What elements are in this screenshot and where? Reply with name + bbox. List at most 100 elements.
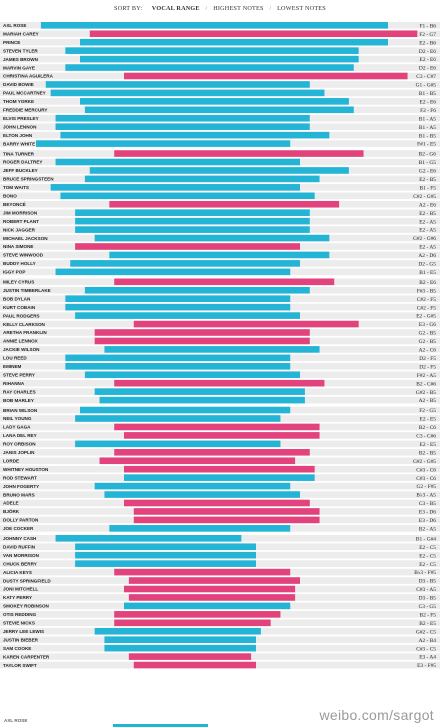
sort-option-vocal-range[interactable]: VOCAL RANGE <box>151 5 200 12</box>
range-bar[interactable] <box>109 200 340 208</box>
singer-name: MILEY CYRUS <box>3 280 34 285</box>
range-bar[interactable] <box>128 577 300 584</box>
sort-option-highest-notes[interactable]: HIGHEST NOTES <box>213 5 264 12</box>
range-bar[interactable] <box>65 354 291 362</box>
singer-name: ROBERT PLANT <box>3 219 39 224</box>
range-label: C3 - B5 <box>419 501 436 507</box>
range-bar[interactable] <box>65 303 291 311</box>
range-bar[interactable] <box>128 594 296 601</box>
singer-name: NEIL YOUNG <box>3 416 32 421</box>
range-bar[interactable] <box>124 474 315 481</box>
singer-name: BRUNO MARS <box>3 492 35 497</box>
range-bar[interactable] <box>84 175 320 183</box>
range-bar[interactable] <box>109 251 330 259</box>
sort-option-lowest-notes[interactable]: LOWEST NOTES <box>277 5 326 12</box>
range-bar[interactable] <box>133 320 359 328</box>
range-bar[interactable] <box>84 286 310 294</box>
range-bar[interactable] <box>84 106 354 114</box>
range-bar[interactable] <box>65 64 354 71</box>
range-bar[interactable] <box>114 278 335 286</box>
range-label: G2 - E6 <box>419 169 436 175</box>
range-bar[interactable] <box>114 619 271 627</box>
range-bar[interactable] <box>80 98 349 105</box>
range-bar[interactable] <box>99 457 296 465</box>
singer-name: NINA SIMONE <box>3 244 33 249</box>
range-label: E3 - D6 <box>419 518 436 524</box>
range-bar[interactable] <box>45 81 310 88</box>
range-label: E2 - B5 <box>419 177 436 183</box>
range-bar[interactable] <box>36 140 291 147</box>
range-label: A2 - D6 <box>418 253 436 259</box>
range-bar[interactable] <box>133 508 320 515</box>
range-bar[interactable] <box>114 150 364 157</box>
range-bar[interactable] <box>114 611 281 618</box>
range-bar[interactable] <box>80 38 388 46</box>
range-bar[interactable] <box>55 535 242 542</box>
range-bar[interactable] <box>124 585 296 593</box>
singer-name: AXL ROSE <box>3 23 26 28</box>
range-bar[interactable] <box>65 363 291 370</box>
singer-name: KURT COBAIN <box>3 305 36 310</box>
range-bar[interactable] <box>109 525 291 532</box>
range-label: B1 - G#4 <box>416 536 436 542</box>
range-bar[interactable] <box>94 234 330 242</box>
range-bar[interactable] <box>133 661 256 669</box>
singer-name: LANA DEL REY <box>3 433 37 438</box>
singer-name: PAUL MCCARTNEY <box>3 91 46 96</box>
range-bar[interactable] <box>75 209 310 216</box>
range-bar[interactable] <box>114 379 325 387</box>
range-bar[interactable] <box>133 516 320 524</box>
range-bar[interactable] <box>94 388 305 395</box>
range-bar[interactable] <box>55 158 300 166</box>
range-bar[interactable] <box>65 47 359 54</box>
singer-name: CHRISTINA AGUILERA <box>3 74 54 79</box>
range-bar[interactable] <box>124 499 310 507</box>
range-bar[interactable] <box>104 636 256 643</box>
range-bar[interactable] <box>60 192 315 200</box>
range-bar[interactable] <box>104 346 320 353</box>
range-bar[interactable] <box>75 226 310 233</box>
singer-name: BRIAN WILSON <box>3 408 38 413</box>
range-bar[interactable] <box>80 55 359 63</box>
range-bar[interactable] <box>114 568 291 576</box>
range-bar[interactable] <box>65 295 291 302</box>
range-bar[interactable] <box>75 440 281 448</box>
range-bar[interactable] <box>55 123 310 130</box>
range-bar[interactable] <box>104 644 256 652</box>
range-bar[interactable] <box>124 72 408 80</box>
range-bar[interactable] <box>124 602 291 610</box>
range-bar[interactable] <box>40 22 389 29</box>
range-bar[interactable] <box>94 337 310 345</box>
range-bar[interactable] <box>128 653 252 660</box>
range-bar[interactable] <box>60 131 330 139</box>
range-bar[interactable] <box>75 415 281 422</box>
range-bar[interactable] <box>94 482 291 490</box>
range-bar[interactable] <box>94 627 261 635</box>
range-bar[interactable] <box>89 167 349 174</box>
range-label: C#3 - A5 <box>416 587 436 593</box>
range-bar[interactable] <box>124 465 315 473</box>
range-bar[interactable] <box>70 260 300 267</box>
range-bar[interactable] <box>75 217 310 225</box>
range-bar[interactable] <box>94 329 310 336</box>
range-bar[interactable] <box>75 560 256 567</box>
range-bar[interactable] <box>50 89 325 97</box>
range-bar[interactable] <box>50 184 300 191</box>
range-bar[interactable] <box>89 30 418 38</box>
range-bar[interactable] <box>55 114 310 122</box>
range-bar[interactable] <box>75 551 256 559</box>
range-bar[interactable] <box>124 432 320 439</box>
range-bar[interactable] <box>75 243 300 250</box>
range-bar[interactable] <box>84 371 300 379</box>
range-bar[interactable] <box>99 396 305 404</box>
range-label: B2 - C#6 <box>416 381 436 387</box>
range-bar[interactable] <box>114 423 320 431</box>
range-label: F#1 - E5 <box>417 142 436 148</box>
range-bar[interactable] <box>75 543 256 551</box>
range-bar[interactable] <box>80 406 291 414</box>
range-bar[interactable] <box>55 268 291 276</box>
range-bar[interactable] <box>75 312 300 319</box>
range-bar[interactable] <box>104 491 300 498</box>
singer-name: ADELE <box>3 501 19 506</box>
range-bar[interactable] <box>114 449 310 456</box>
